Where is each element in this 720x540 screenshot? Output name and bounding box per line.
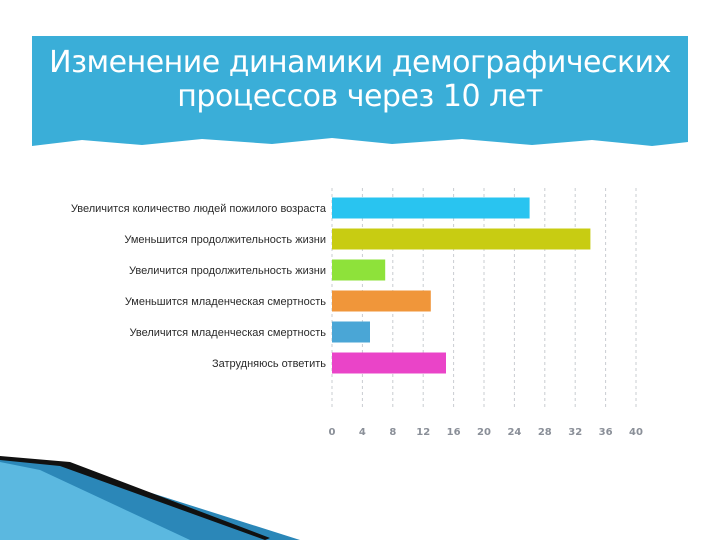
bar	[332, 352, 446, 374]
bar	[332, 228, 591, 250]
x-tick-label: 12	[416, 427, 430, 438]
category-label: Увеличится количество людей пожилого воз…	[71, 203, 327, 215]
title-line-2: процессов через 10 лет	[177, 79, 543, 114]
category-label: Уменьшится младенческая смертность	[125, 296, 326, 308]
category-label: Увеличится продолжительность жизни	[129, 265, 326, 277]
x-tick-label: 0	[329, 427, 336, 438]
bar	[332, 290, 431, 312]
x-tick-label: 36	[599, 427, 613, 438]
title-line-1: Изменение динамики демографических	[49, 45, 671, 80]
x-tick-label: 8	[389, 427, 396, 438]
bar	[332, 197, 530, 219]
x-tick-label: 32	[568, 427, 582, 438]
category-label: Увеличится младенческая смертность	[129, 327, 326, 339]
x-tick-label: 4	[359, 427, 366, 438]
x-tick-label: 20	[477, 427, 491, 438]
x-tick-label: 24	[507, 427, 521, 438]
bar	[332, 259, 386, 281]
x-tick-label: 16	[447, 427, 461, 438]
bar	[332, 321, 370, 343]
x-tick-label: 28	[538, 427, 552, 438]
bar-chart-svg: 0 4 8 12 16 20 24 28 32 36 40 Увеличится количество…	[71, 188, 643, 438]
bar-chart: 0 4 8 12 16 20 24 28 32 36 40 Увеличится количество…	[0, 170, 720, 460]
category-label: Затрудняюсь ответить	[212, 358, 326, 370]
category-label: Уменьшится продолжительность жизни	[124, 234, 326, 246]
title-banner: Изменение динамики демографических проце…	[32, 36, 688, 148]
slide-title: Изменение динамики демографических проце…	[32, 46, 688, 114]
corner-decoration	[0, 456, 300, 540]
banner-background	[32, 36, 688, 146]
x-tick-label: 40	[629, 427, 643, 438]
